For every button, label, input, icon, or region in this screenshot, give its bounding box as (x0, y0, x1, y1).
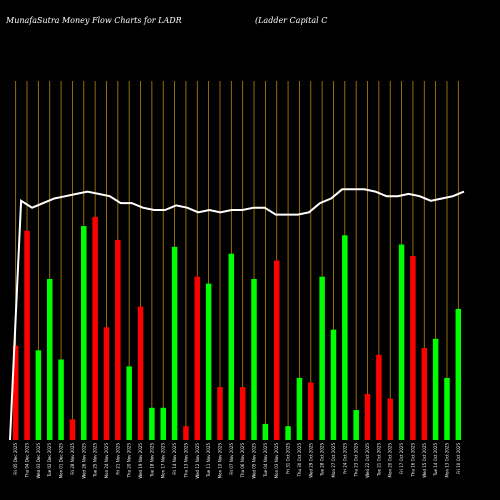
bar (46, 279, 53, 440)
x-tick-label: Thu 04 Dec 2025 (25, 443, 30, 479)
x-tick-label: Tue 11 Nov 2025 (206, 443, 211, 478)
x-tick-label: Fri 17 Oct 2025 (399, 443, 404, 474)
x-tick-label: Mon 24 Nov 2025 (104, 443, 109, 479)
x-tick-label: Mon 27 Oct 2025 (331, 443, 336, 478)
x-tick-label: Mon 13 Oct 2025 (444, 443, 449, 478)
x-tick-label: Tue 25 Nov 2025 (93, 443, 98, 478)
x-tick-label: Mon 17 Nov 2025 (161, 443, 166, 479)
bar (251, 279, 257, 440)
bars (12, 216, 462, 440)
bar (353, 410, 359, 440)
x-tick-label: Fri 31 Oct 2025 (286, 443, 291, 474)
bar (35, 350, 42, 440)
x-tick-label: Fri 05 Dec 2025 (13, 443, 18, 475)
x-tick-label: Thu 30 Oct 2025 (297, 443, 302, 478)
bar (103, 327, 110, 440)
bar (398, 244, 405, 440)
x-tick-label: Wed 03 Dec 2025 (36, 443, 41, 479)
bar (217, 387, 223, 440)
bar (273, 260, 280, 440)
x-tick-label: Wed 15 Oct 2025 (422, 443, 427, 478)
bar (455, 308, 462, 440)
bar (69, 419, 76, 440)
bar (319, 276, 325, 440)
x-tick-label: Thu 06 Nov 2025 (240, 443, 245, 479)
bar (126, 366, 132, 440)
x-tick-label: Tue 02 Dec 2025 (47, 443, 52, 478)
bar (115, 239, 121, 440)
bar (444, 377, 450, 440)
x-tick-label: Fri 07 Nov 2025 (229, 443, 234, 475)
x-tick-label: Tue 04 Nov 2025 (263, 443, 268, 478)
bar (421, 348, 428, 440)
x-tick-label: Thu 20 Nov 2025 (127, 443, 132, 479)
bar (296, 377, 303, 440)
x-tick-label: Mon 03 Nov 2025 (274, 443, 279, 479)
line-series (9, 188, 465, 441)
x-tick-label: Thu 16 Oct 2025 (410, 443, 415, 478)
x-tick-label: Tue 18 Nov 2025 (149, 443, 154, 478)
x-tick-label: Thu 13 Nov 2025 (183, 443, 188, 479)
bar (81, 226, 87, 440)
bar (24, 230, 30, 440)
bar (160, 407, 166, 440)
x-tick-label: Fri 10 Oct 2025 (456, 443, 461, 474)
bar (137, 306, 144, 440)
bar (183, 426, 189, 440)
bar (12, 345, 19, 440)
x-tick-label: Thu 23 Oct 2025 (354, 443, 359, 478)
chart-title: MunafaSutra Money Flow Charts for LADR (5, 16, 182, 25)
x-tick-label: Wed 19 Nov 2025 (138, 443, 143, 479)
bar (364, 394, 371, 440)
bar (387, 398, 393, 440)
bar (410, 256, 416, 440)
money-flow-line (9, 188, 465, 441)
bar (285, 426, 291, 440)
x-tick-label: Wed 29 Oct 2025 (308, 443, 313, 478)
x-tick-label: Fri 24 Oct 2025 (342, 443, 347, 474)
x-tick-label: Tue 14 Oct 2025 (433, 443, 438, 477)
x-tick-label: Tue 21 Oct 2025 (376, 443, 381, 477)
bar (149, 407, 155, 440)
x-tick-label: Fri 14 Nov 2025 (172, 443, 177, 475)
bar (262, 423, 269, 440)
x-tick-label: Wed 22 Oct 2025 (365, 443, 370, 478)
x-tick-label: Mon 01 Dec 2025 (59, 443, 64, 479)
bar (308, 382, 314, 440)
bar (376, 354, 382, 440)
x-tick-label: Wed 26 Nov 2025 (81, 443, 86, 479)
bar (330, 329, 337, 440)
bar (239, 387, 246, 440)
bar (205, 283, 212, 440)
x-tick-label: Fri 21 Nov 2025 (115, 443, 120, 475)
x-tick-label: Mon 20 Oct 2025 (388, 443, 393, 478)
bar (342, 235, 348, 440)
bar (58, 359, 64, 440)
x-tick-label: Mon 10 Nov 2025 (217, 443, 222, 479)
bar (228, 253, 235, 440)
x-tick-label: Wed 05 Nov 2025 (252, 443, 257, 479)
x-tick-label: Fri 28 Nov 2025 (70, 443, 75, 475)
bar (92, 216, 98, 440)
x-tick-labels: Fri 05 Dec 2025 Thu 04 Dec 2025 Wed 03 Dec… (13, 443, 461, 479)
bar (171, 246, 178, 440)
x-tick-label: Wed 12 Nov 2025 (195, 443, 200, 479)
bar (194, 276, 201, 440)
bar (432, 338, 439, 440)
chart-subtitle: (Ladder Capital C (255, 16, 327, 25)
x-tick-label: Tue 28 Oct 2025 (320, 443, 325, 477)
